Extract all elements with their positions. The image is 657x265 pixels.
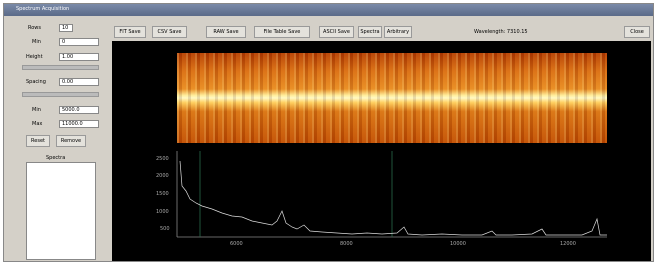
button[interactable]: Remove [56,135,86,147]
slider[interactable] [22,92,99,97]
button[interactable]: CSV Save [152,26,187,38]
field-label: Max [32,120,42,128]
button[interactable]: RAW Save [206,26,246,38]
y-tick-label: 500 [160,226,170,232]
y-tick-label: 2500 [156,156,169,162]
button[interactable]: Reset [26,135,50,147]
field-label: Min [32,106,41,114]
x-tick-label: 10000 [450,241,466,247]
field-input[interactable]: 10 [59,24,73,32]
field-input[interactable]: 1.00 [59,53,99,61]
list-title: Spectra [46,154,65,162]
window-title: Spectrum Acquisition [16,6,69,12]
spectrum-line [180,161,607,235]
button[interactable]: File Table Save [254,26,310,38]
button[interactable]: Arbitrary [384,26,412,38]
field-label: Spacing [26,78,46,86]
slider[interactable] [22,65,99,70]
window: Spectrum Acquisition Rows 10 Min 0 Heigh… [3,3,654,262]
page: Spectrum Acquisition Rows 10 Min 0 Heigh… [0,0,657,265]
y-tick-label: 1000 [156,209,169,215]
x-tick-label: 6000 [230,241,243,247]
x-tick-label: 12000 [560,241,576,247]
wavelength-readout: Wavelength: 7310.15 [474,28,528,36]
button[interactable]: ASCII Save [319,26,354,38]
field-label: Min [32,38,41,46]
spectra-list[interactable] [26,162,96,260]
y-tick-label: 2000 [156,173,169,179]
x-tick-label: 8000 [340,241,353,247]
spectrum-plot [112,41,651,261]
field-label: Height [26,53,43,61]
field-label: Rows [28,24,41,32]
button[interactable]: Close [624,26,650,38]
field-input[interactable]: 11000.0 [59,120,99,128]
title-bar: Spectrum Acquisition [4,4,653,16]
button[interactable]: FIT Save [114,26,146,38]
field-input[interactable]: 0 [59,38,99,46]
plot-area: 2500 2000 1500 1000 500 6000 8000 10000 … [112,41,651,261]
field-input[interactable]: 0.00 [59,78,99,86]
y-tick-label: 1500 [156,191,169,197]
button[interactable]: Spectra [358,26,382,38]
field-input[interactable]: 5000.0 [59,106,99,114]
